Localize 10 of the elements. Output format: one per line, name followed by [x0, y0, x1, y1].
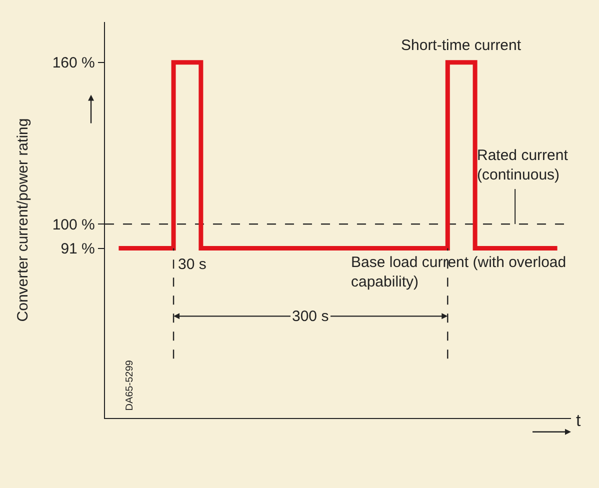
ref-line-label: Rated current (continuous)	[477, 147, 569, 184]
annotation: Short-time current	[401, 37, 522, 54]
annotation: DA65-5299	[124, 360, 136, 411]
annotation: 300 s	[292, 308, 329, 325]
y-axis-title: Converter current/power rating	[14, 118, 32, 322]
y-tick-label: 91 %	[60, 240, 95, 258]
y-tick-label: 100 %	[52, 216, 95, 234]
annotation: 30 s	[178, 256, 206, 273]
x-axis-title: t	[576, 411, 581, 430]
y-tick-label: 160 %	[52, 54, 95, 72]
